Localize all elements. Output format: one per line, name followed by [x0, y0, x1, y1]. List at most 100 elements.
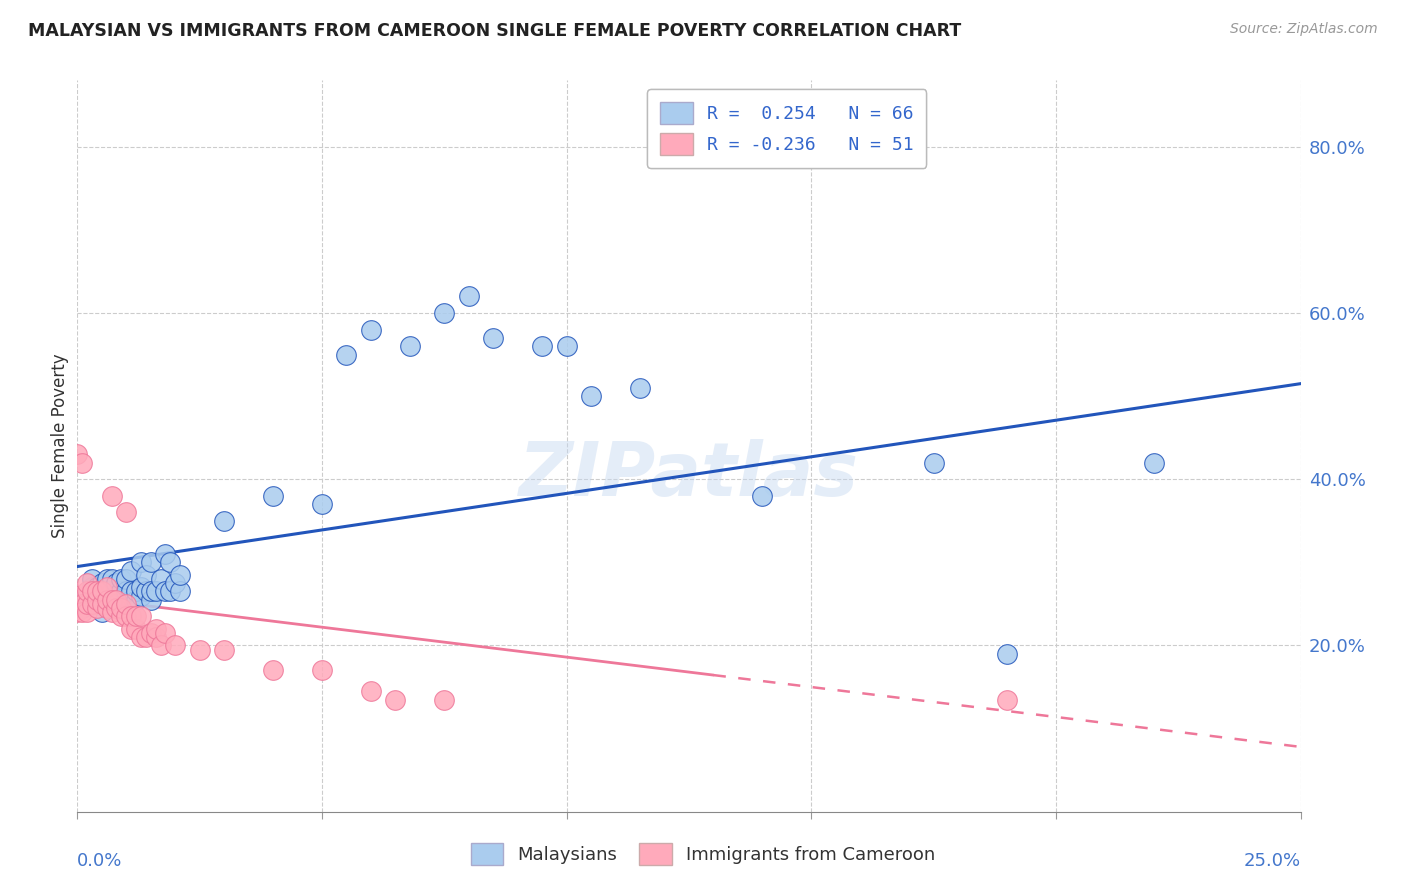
Point: [149, 572, 172, 586]
Point: [110, 597, 132, 611]
Point: [86, 592, 108, 607]
Point: [995, 692, 1018, 706]
Legend: Malaysians, Immigrants from Cameroon: Malaysians, Immigrants from Cameroon: [461, 834, 945, 874]
Point: [433, 692, 456, 706]
Point: [70, 601, 93, 615]
Point: [80, 580, 103, 594]
Point: [96, 580, 118, 594]
Legend: R =  0.254   N = 66, R = -0.236   N = 51: R = 0.254 N = 66, R = -0.236 N = 51: [647, 89, 927, 168]
Point: [155, 547, 177, 561]
Point: [311, 497, 333, 511]
Point: [100, 572, 122, 586]
Text: MALAYSIAN VS IMMIGRANTS FROM CAMEROON SINGLE FEMALE POVERTY CORRELATION CHART: MALAYSIAN VS IMMIGRANTS FROM CAMEROON SI…: [28, 22, 962, 40]
Point: [1143, 456, 1166, 470]
Point: [115, 597, 138, 611]
Point: [110, 601, 132, 615]
Point: [139, 626, 162, 640]
Point: [135, 584, 157, 599]
Point: [159, 584, 181, 599]
Point: [922, 456, 945, 470]
Point: [531, 339, 554, 353]
Point: [70, 597, 93, 611]
Point: [80, 584, 103, 599]
Point: [105, 601, 128, 615]
Point: [139, 584, 162, 599]
Point: [80, 597, 103, 611]
Text: ZIPatlas: ZIPatlas: [519, 439, 859, 512]
Point: [100, 584, 122, 599]
Point: [86, 589, 108, 603]
Point: [360, 684, 382, 698]
Point: [96, 592, 118, 607]
Point: [76, 589, 98, 603]
Point: [115, 584, 138, 599]
Point: [100, 605, 122, 619]
Point: [66, 589, 89, 603]
Point: [105, 592, 128, 607]
Point: [165, 639, 187, 653]
Point: [311, 664, 333, 678]
Point: [70, 605, 93, 619]
Point: [120, 564, 142, 578]
Point: [96, 589, 118, 603]
Point: [579, 389, 602, 403]
Point: [129, 630, 152, 644]
Point: [149, 639, 172, 653]
Point: [76, 597, 98, 611]
Point: [169, 584, 191, 599]
Point: [100, 592, 122, 607]
Text: 0.0%: 0.0%: [77, 852, 122, 870]
Point: [165, 576, 187, 591]
Point: [86, 584, 108, 599]
Point: [555, 339, 578, 353]
Point: [120, 622, 142, 636]
Point: [115, 572, 138, 586]
Point: [100, 592, 122, 607]
Point: [145, 630, 167, 644]
Point: [110, 584, 132, 599]
Point: [96, 601, 118, 615]
Point: [129, 555, 152, 569]
Point: [96, 584, 118, 599]
Y-axis label: Single Female Poverty: Single Female Poverty: [51, 354, 69, 538]
Point: [120, 592, 142, 607]
Point: [90, 576, 112, 591]
Point: [105, 592, 128, 607]
Point: [70, 456, 93, 470]
Point: [66, 447, 89, 461]
Point: [110, 609, 132, 624]
Point: [125, 584, 148, 599]
Point: [76, 605, 98, 619]
Point: [90, 597, 112, 611]
Point: [262, 489, 284, 503]
Point: [139, 555, 162, 569]
Point: [457, 289, 479, 303]
Point: [129, 589, 152, 603]
Point: [145, 622, 167, 636]
Point: [360, 323, 382, 337]
Point: [129, 609, 152, 624]
Point: [995, 647, 1018, 661]
Point: [90, 589, 112, 603]
Text: Source: ZipAtlas.com: Source: ZipAtlas.com: [1230, 22, 1378, 37]
Point: [135, 567, 157, 582]
Point: [433, 306, 456, 320]
Point: [135, 630, 157, 644]
Point: [159, 555, 181, 569]
Point: [188, 642, 211, 657]
Point: [262, 664, 284, 678]
Point: [80, 572, 103, 586]
Point: [155, 584, 177, 599]
Point: [86, 592, 108, 607]
Point: [86, 580, 108, 594]
Point: [384, 692, 406, 706]
Point: [120, 609, 142, 624]
Point: [751, 489, 773, 503]
Point: [76, 584, 98, 599]
Point: [115, 609, 138, 624]
Point: [115, 506, 138, 520]
Point: [335, 347, 357, 362]
Point: [628, 381, 651, 395]
Point: [115, 592, 138, 607]
Text: 25.0%: 25.0%: [1243, 852, 1301, 870]
